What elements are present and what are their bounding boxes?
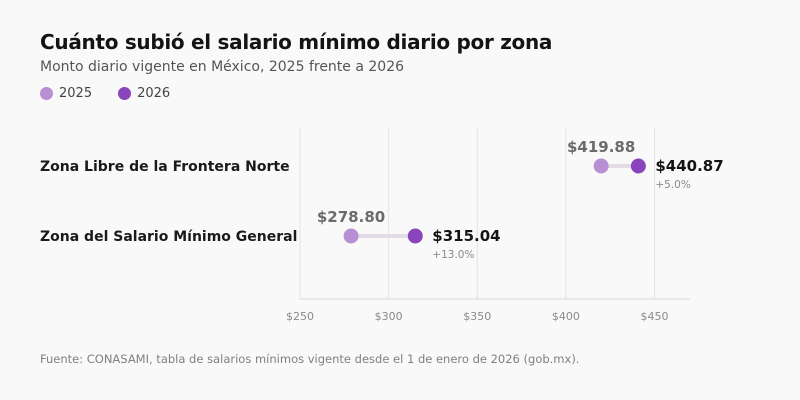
x-tick-label: $400 bbox=[552, 310, 580, 323]
category-label: Zona Libre de la Frontera Norte bbox=[40, 159, 290, 175]
value-label-2026: $440.87 bbox=[655, 157, 723, 175]
source-note: Fuente: CONASAMI, tabla de salarios míni… bbox=[40, 352, 580, 366]
value-label-2026: $315.04 bbox=[432, 227, 500, 245]
legend-swatch-2025 bbox=[40, 87, 53, 100]
legend-label-2025: 2025 bbox=[59, 86, 93, 101]
category-label: Zona del Salario Mínimo General bbox=[40, 229, 297, 245]
point-2026 bbox=[630, 158, 646, 174]
chart-title: Cuánto subió el salario mínimo diario po… bbox=[40, 30, 553, 54]
point-2026 bbox=[407, 228, 423, 244]
legend-item-2025: 2025 bbox=[40, 86, 92, 101]
value-label-2025: $278.80 bbox=[317, 208, 385, 226]
legend: 2025 2026 bbox=[40, 86, 170, 101]
change-label: +5.0% bbox=[655, 179, 690, 191]
value-label-2025: $419.88 bbox=[567, 138, 635, 156]
legend-label-2026: 2026 bbox=[137, 86, 171, 101]
legend-swatch-2026 bbox=[118, 87, 132, 100]
x-tick-label: $450 bbox=[641, 310, 669, 323]
legend-item-2026: 2026 bbox=[118, 86, 170, 101]
x-tick-label: $350 bbox=[463, 310, 491, 323]
point-2025 bbox=[343, 228, 359, 244]
point-2025 bbox=[593, 158, 609, 174]
change-label: +13.0% bbox=[432, 249, 474, 261]
chart-subtitle: Monto diario vigente en México, 2025 fre… bbox=[40, 59, 405, 75]
x-tick-label: $250 bbox=[286, 310, 314, 323]
x-tick-label: $300 bbox=[375, 310, 403, 323]
